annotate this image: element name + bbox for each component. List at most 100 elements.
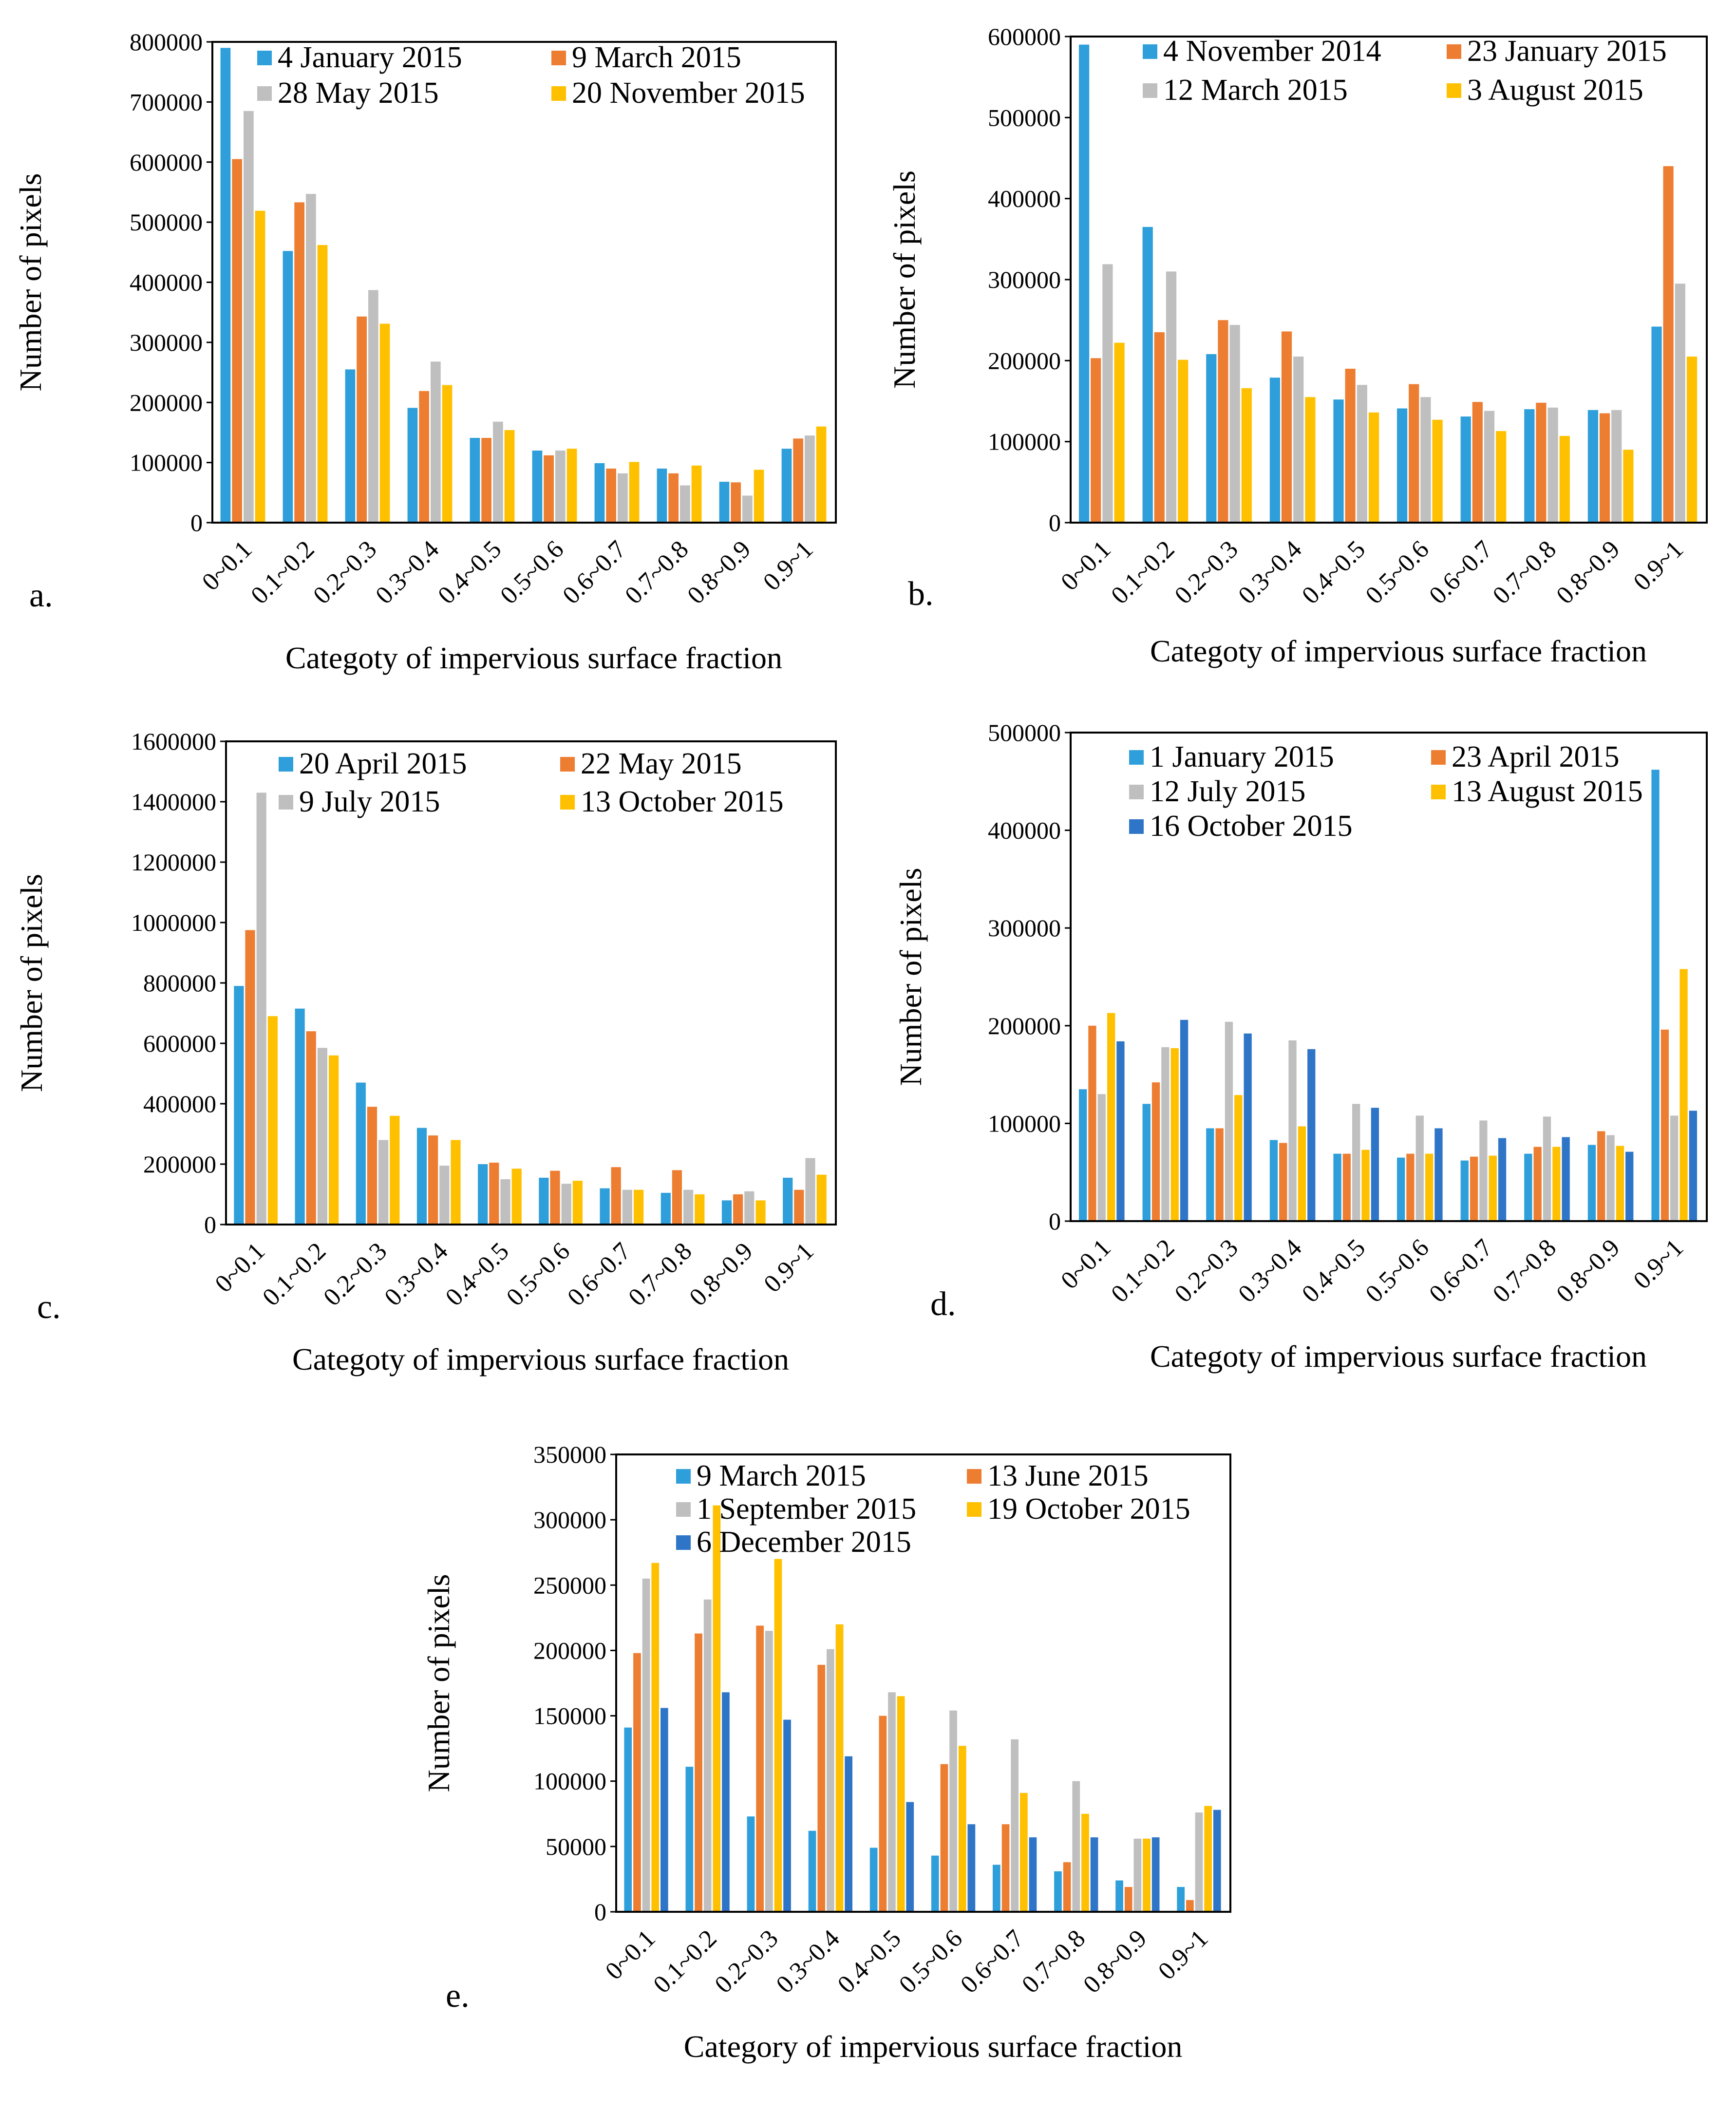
bar-3-s3-c1 bbox=[1170, 1048, 1179, 1221]
bar-2-s3-c7 bbox=[695, 1194, 705, 1225]
bar-1-s3-c8 bbox=[1623, 450, 1634, 523]
bar-3-s0-c5 bbox=[1397, 1157, 1405, 1221]
bar-4-s0-c0 bbox=[624, 1727, 632, 1912]
legend-label-0-3: 20 November 2015 bbox=[572, 76, 805, 110]
bar-0-s1-c5 bbox=[544, 455, 554, 523]
legend-label-1-2: 12 March 2015 bbox=[1163, 74, 1348, 107]
legend-swatch-1-3 bbox=[1447, 83, 1461, 98]
y-tick-label-4-7: 350000 bbox=[533, 1441, 606, 1468]
bar-3-s1-c1 bbox=[1151, 1082, 1160, 1221]
bar-3-s2-c0 bbox=[1097, 1094, 1106, 1221]
legend-label-3-0: 1 January 2015 bbox=[1150, 740, 1334, 773]
bar-3-s0-c3 bbox=[1269, 1140, 1278, 1221]
y-axis-title-0: Number of pixels bbox=[13, 173, 48, 392]
bar-4-s4-c3 bbox=[845, 1756, 852, 1912]
legend-swatch-3-4 bbox=[1129, 819, 1144, 834]
bar-2-s1-c2 bbox=[367, 1107, 377, 1225]
bar-4-s0-c4 bbox=[869, 1848, 878, 1912]
bar-4-s1-c0 bbox=[633, 1653, 641, 1912]
bar-2-s0-c2 bbox=[356, 1082, 366, 1225]
bar-1-s3-c3 bbox=[1305, 397, 1316, 523]
y-tick-label-0-4: 400000 bbox=[130, 269, 203, 296]
bar-2-s2-c3 bbox=[439, 1166, 450, 1225]
bar-3-s1-c8 bbox=[1597, 1131, 1605, 1221]
y-tick-label-0-7: 700000 bbox=[130, 88, 203, 115]
y-tick-label-0-5: 500000 bbox=[130, 208, 203, 236]
legend-label-3-2: 12 July 2015 bbox=[1150, 775, 1305, 808]
bar-4-s1-c5 bbox=[940, 1764, 948, 1912]
bar-3-s2-c3 bbox=[1288, 1040, 1297, 1221]
bar-4-s3-c4 bbox=[897, 1696, 905, 1912]
bar-0-s1-c9 bbox=[793, 438, 803, 523]
bar-2-s3-c6 bbox=[634, 1189, 644, 1225]
bar-4-s0-c3 bbox=[808, 1830, 816, 1912]
bar-0-s2-c9 bbox=[805, 435, 815, 523]
legend-swatch-2-2 bbox=[279, 795, 293, 810]
bar-3-s0-c0 bbox=[1079, 1089, 1087, 1221]
bar-3-s3-c2 bbox=[1234, 1095, 1243, 1221]
bar-2-s1-c9 bbox=[794, 1189, 804, 1225]
y-tick-label-0-1: 100000 bbox=[130, 449, 203, 476]
bar-0-s3-c3 bbox=[442, 385, 453, 523]
bar-2-s2-c9 bbox=[805, 1158, 815, 1225]
bar-2-s3-c1 bbox=[329, 1055, 339, 1225]
bar-3-s0-c9 bbox=[1651, 770, 1660, 1221]
bar-1-s2-c9 bbox=[1675, 283, 1685, 523]
bar-1-s0-c2 bbox=[1206, 354, 1217, 523]
bar-4-s4-c0 bbox=[660, 1708, 668, 1912]
y-tick-label-0-2: 200000 bbox=[130, 389, 203, 416]
bar-3-s3-c0 bbox=[1107, 1013, 1115, 1221]
bar-3-s2-c1 bbox=[1161, 1047, 1170, 1221]
bar-4-s0-c2 bbox=[747, 1816, 755, 1912]
bar-4-s3-c0 bbox=[651, 1563, 660, 1912]
legend-swatch-2-1 bbox=[560, 757, 575, 772]
legend-label-1-3: 3 August 2015 bbox=[1467, 74, 1643, 107]
bar-0-s3-c1 bbox=[317, 245, 328, 523]
bar-4-s0-c8 bbox=[1115, 1880, 1123, 1912]
bar-2-s1-c0 bbox=[245, 930, 255, 1225]
y-tick-label-1-0: 0 bbox=[1049, 509, 1061, 536]
bar-1-s1-c8 bbox=[1599, 413, 1610, 523]
bar-3-s2-c8 bbox=[1606, 1135, 1615, 1221]
bar-3-s0-c1 bbox=[1142, 1104, 1151, 1221]
bar-3-s2-c7 bbox=[1543, 1116, 1551, 1221]
bar-0-s0-c7 bbox=[657, 469, 667, 523]
bar-4-s1-c6 bbox=[1001, 1824, 1010, 1912]
bar-2-s3-c9 bbox=[816, 1174, 827, 1225]
bar-2-s0-c0 bbox=[234, 986, 244, 1225]
y-tick-label-3-2: 200000 bbox=[988, 1012, 1061, 1039]
bar-3-s0-c4 bbox=[1333, 1153, 1341, 1221]
bar-0-s3-c7 bbox=[691, 465, 702, 523]
panel-label-4: e. bbox=[446, 1977, 470, 2015]
bar-3-s0-c8 bbox=[1587, 1145, 1596, 1221]
bar-0-s3-c5 bbox=[566, 449, 577, 523]
bar-2-s0-c7 bbox=[660, 1192, 671, 1225]
bar-4-s1-c3 bbox=[817, 1664, 826, 1912]
bar-3-s0-c6 bbox=[1460, 1160, 1469, 1221]
bar-0-s3-c6 bbox=[629, 462, 640, 523]
bar-3-s4-c1 bbox=[1180, 1019, 1189, 1221]
bar-0-s2-c6 bbox=[618, 473, 628, 523]
bar-3-s3-c3 bbox=[1298, 1126, 1306, 1221]
legend-swatch-3-1 bbox=[1431, 750, 1446, 765]
legend-label-0-1: 9 March 2015 bbox=[572, 41, 741, 74]
bar-1-s1-c9 bbox=[1663, 166, 1674, 523]
bar-1-s1-c5 bbox=[1409, 384, 1419, 523]
bar-0-s0-c2 bbox=[345, 369, 356, 523]
bar-0-s1-c1 bbox=[294, 202, 304, 523]
bar-3-s4-c8 bbox=[1625, 1151, 1634, 1221]
bar-2-s3-c5 bbox=[572, 1181, 583, 1225]
panel-label-2: c. bbox=[37, 1288, 61, 1326]
bar-3-s1-c3 bbox=[1279, 1143, 1287, 1221]
bar-4-s4-c5 bbox=[967, 1824, 976, 1912]
bar-4-s1-c8 bbox=[1124, 1887, 1132, 1912]
y-tick-label-1-6: 600000 bbox=[988, 23, 1061, 50]
bar-4-s4-c8 bbox=[1151, 1837, 1160, 1912]
bar-0-s2-c0 bbox=[244, 111, 254, 523]
y-tick-label-1-4: 400000 bbox=[988, 185, 1061, 212]
bar-4-s2-c5 bbox=[949, 1710, 957, 1912]
y-tick-label-2-4: 800000 bbox=[143, 969, 216, 997]
bar-4-s2-c6 bbox=[1011, 1739, 1019, 1912]
bar-2-s3-c0 bbox=[267, 1016, 278, 1225]
bar-2-s1-c7 bbox=[672, 1170, 682, 1225]
